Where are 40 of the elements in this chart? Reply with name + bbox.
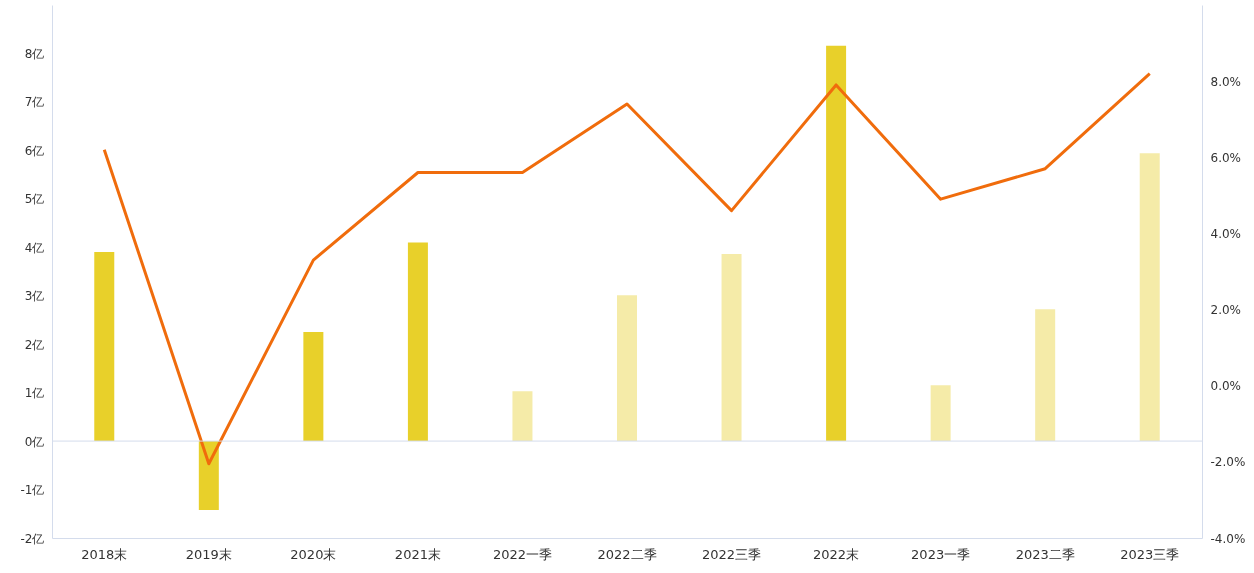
y-tick-label: 4亿 bbox=[24, 240, 45, 255]
bar bbox=[512, 391, 533, 442]
y-tick-label: 5亿 bbox=[24, 192, 45, 207]
x-tick-label: 2019末 bbox=[185, 546, 232, 562]
y-tick-label: -1亿 bbox=[20, 483, 45, 498]
y-tick-label: -2亿 bbox=[20, 531, 45, 546]
x-tick-label: 2023一季 bbox=[911, 546, 971, 562]
x-tick-label: 2023二季 bbox=[1015, 546, 1075, 562]
y-tick-label: 8亿 bbox=[24, 46, 45, 61]
bar bbox=[721, 254, 742, 442]
bar bbox=[826, 45, 847, 442]
y-tick-label: 6亿 bbox=[24, 143, 45, 158]
y2-tick-label: -2.0% bbox=[1210, 455, 1246, 470]
bar bbox=[407, 242, 428, 442]
x-tick-label: 2022末 bbox=[813, 546, 860, 562]
y-tick-label: 2亿 bbox=[24, 337, 45, 352]
x-tick-label: 2018末 bbox=[81, 546, 128, 562]
x-tick-label: 2022三季 bbox=[702, 546, 762, 562]
y2-tick-label: 4.0% bbox=[1210, 226, 1241, 241]
x-tick-label: 2020末 bbox=[290, 546, 337, 562]
y2-tick-label: -4.0% bbox=[1210, 531, 1246, 546]
y-tick-label: 0亿 bbox=[24, 434, 45, 449]
bar bbox=[1139, 153, 1160, 442]
y2-tick-label: 8.0% bbox=[1210, 74, 1241, 89]
bar bbox=[1035, 309, 1056, 442]
bar bbox=[94, 252, 115, 442]
x-tick-label: 2022二季 bbox=[597, 546, 657, 562]
y-tick-label: 3亿 bbox=[24, 289, 45, 304]
bar bbox=[303, 332, 324, 442]
x-tick-label: 2021末 bbox=[394, 546, 441, 562]
y2-tick-label: 2.0% bbox=[1210, 303, 1241, 318]
x-tick-label: 2022一季 bbox=[492, 546, 552, 562]
x-tick-label: 2023三季 bbox=[1120, 546, 1180, 562]
y2-tick-label: 0.0% bbox=[1210, 379, 1241, 394]
bar bbox=[930, 385, 951, 442]
y2-tick-label: 6.0% bbox=[1210, 150, 1241, 165]
y-tick-label: 1亿 bbox=[24, 386, 45, 401]
line-series bbox=[102, 72, 1152, 466]
y-tick-label: 7亿 bbox=[24, 95, 45, 110]
bar bbox=[617, 295, 637, 442]
